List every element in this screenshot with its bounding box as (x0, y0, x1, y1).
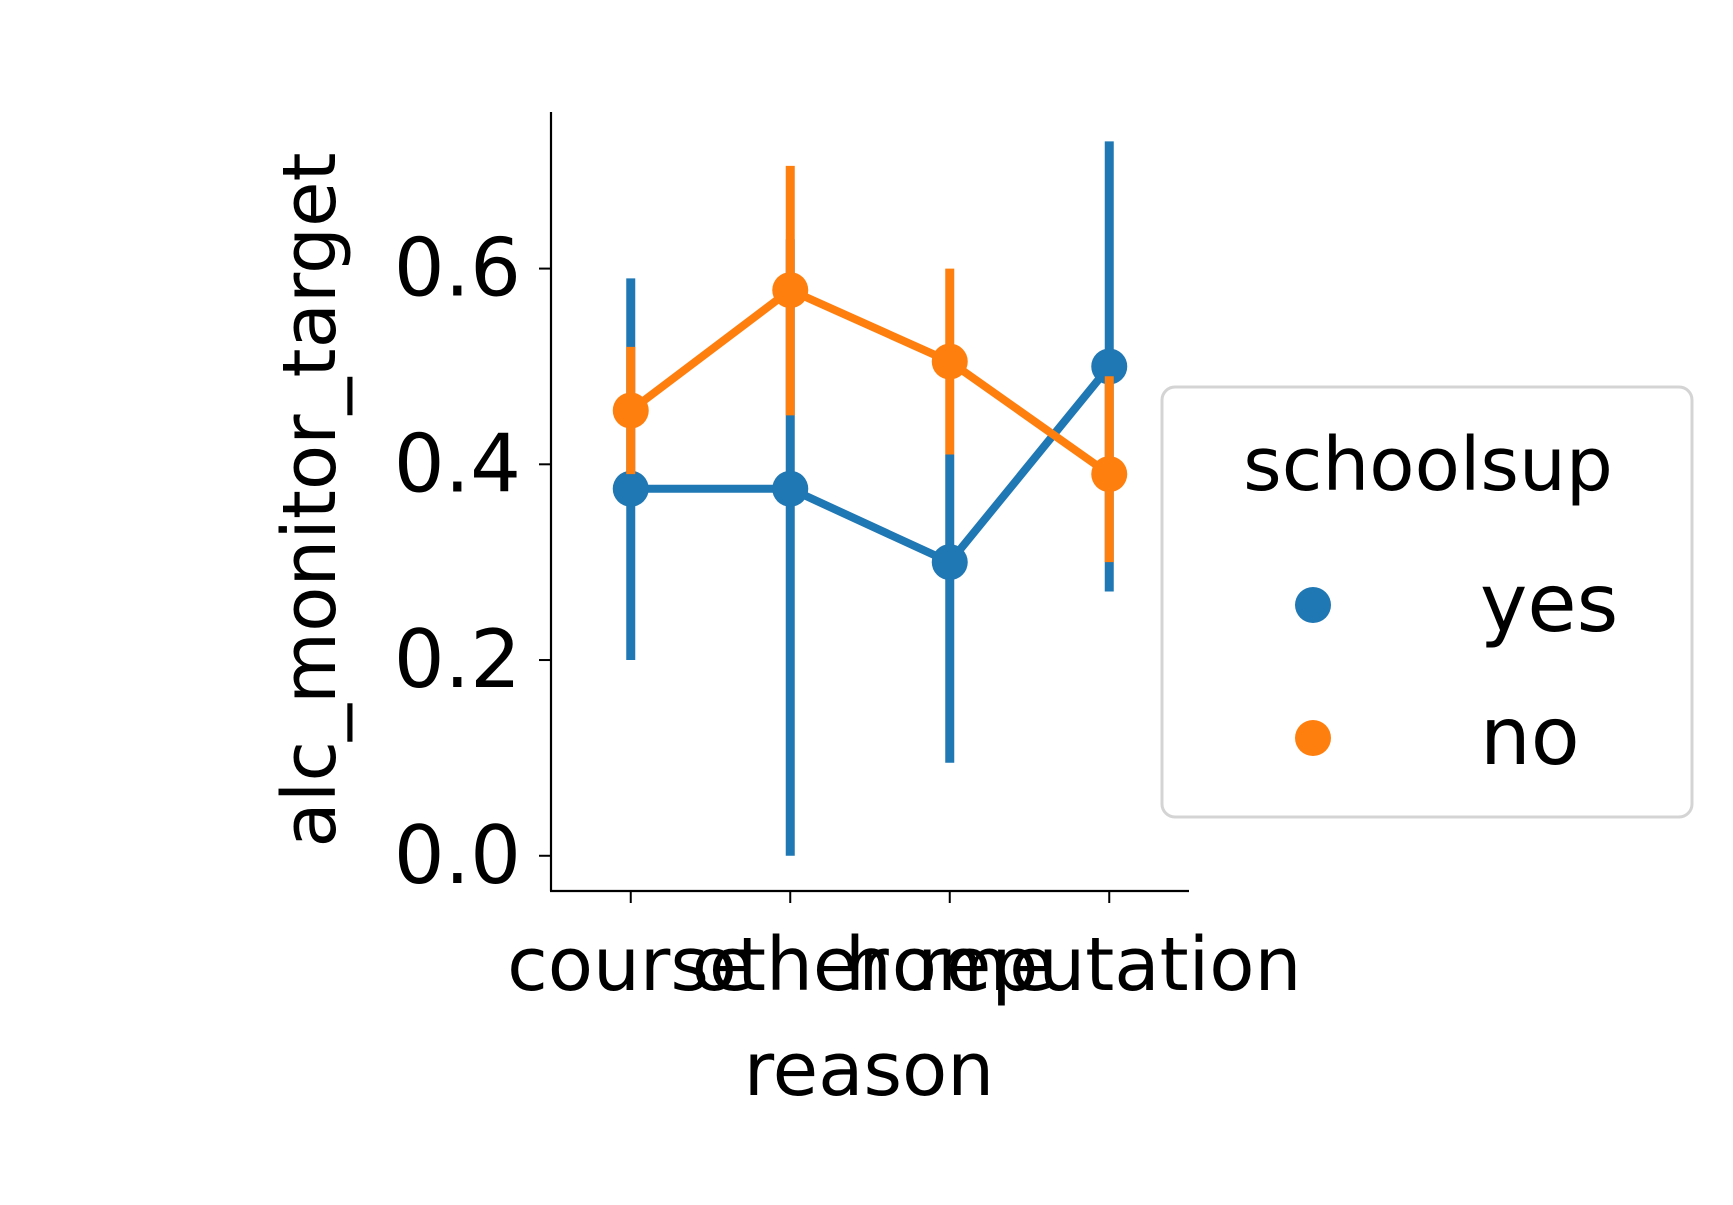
data-point (772, 272, 809, 309)
y-tick-label: 0.0 (394, 809, 521, 902)
data-point (1091, 456, 1128, 493)
y-ticks: 0.0 0.2 0.4 0.6 (394, 222, 551, 902)
data-point (931, 343, 968, 380)
y-tick-label: 0.2 (394, 613, 521, 706)
data-point (612, 392, 649, 429)
data-point (931, 544, 968, 581)
data-point (1091, 348, 1128, 385)
legend-frame (1160, 385, 1694, 819)
legend-title: schoolsup (1243, 422, 1613, 508)
legend-label: yes (1480, 557, 1618, 650)
series-line (630, 363, 1113, 567)
x-tick-label: course (507, 922, 754, 1008)
x-tick-label: home (845, 922, 1055, 1008)
legend-label: no (1480, 690, 1580, 783)
legend-marker (1295, 720, 1331, 756)
data-point (772, 470, 809, 507)
x-tick-label: other (692, 922, 890, 1008)
y-tick-label: 0.6 (394, 222, 521, 315)
y-axis-label: alc_monitor_target (267, 152, 353, 847)
data-point (612, 470, 649, 507)
series-no (612, 165, 1128, 563)
legend: schoolsup yes no (1160, 385, 1694, 819)
y-tick-label: 0.4 (394, 417, 521, 510)
legend-marker (1295, 587, 1331, 623)
axes (549, 112, 1189, 893)
x-axis-label: reason (744, 1027, 994, 1113)
legend-items: yes no (1295, 557, 1618, 783)
x-tick-label: reputation (917, 922, 1301, 1008)
series (612, 141, 1128, 856)
series-yes (612, 141, 1128, 856)
series-line (628, 286, 1112, 478)
